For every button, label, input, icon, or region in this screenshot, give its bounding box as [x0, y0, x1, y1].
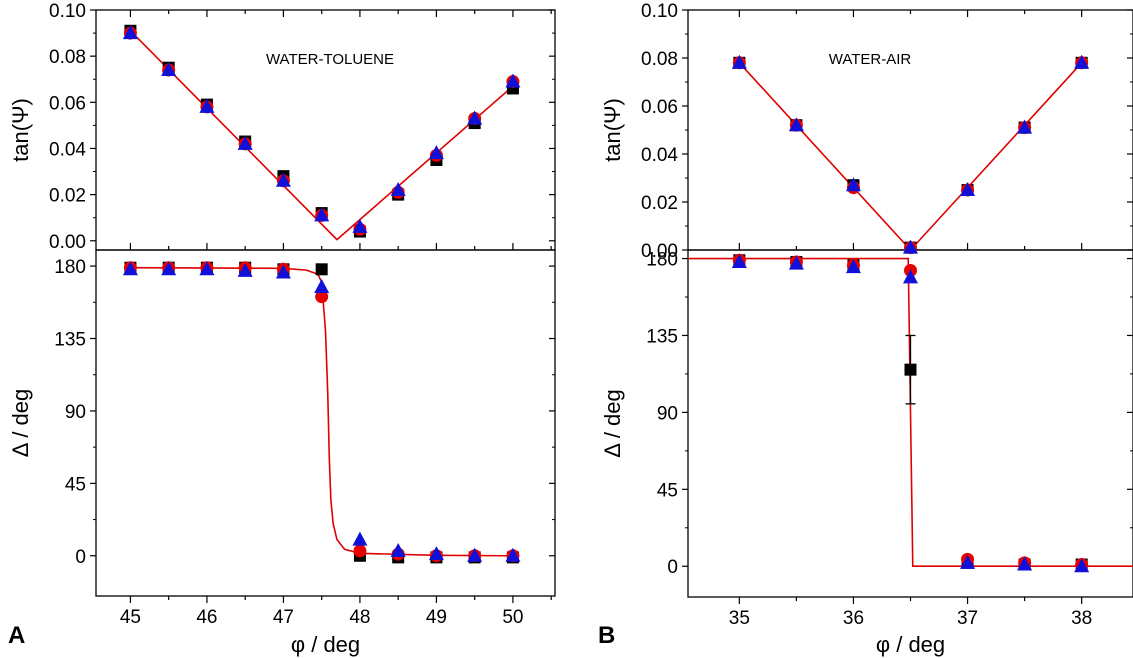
x-tick-label: 47 [273, 607, 294, 628]
data-point-bottom-triangle [390, 542, 406, 557]
data-point-top-triangle [199, 98, 215, 113]
y-top-tick-label: 0.10 [49, 1, 86, 22]
data-point-bottom-triangle [903, 269, 918, 284]
bottom-plot-frame [95, 249, 556, 597]
y-bottom-tick-label: 45 [65, 474, 86, 495]
panel-letter: B [598, 622, 615, 649]
y-top-tick-label: 0.06 [641, 97, 678, 118]
y-top-tick-label: 0.10 [641, 1, 678, 22]
data-point-bottom-triangle [275, 264, 291, 279]
data-point-top-triangle [122, 25, 138, 40]
fit-line-bottom [688, 257, 1133, 568]
y-bottom-tick-label: 135 [54, 330, 86, 351]
data-point-bottom-triangle [428, 546, 444, 561]
fit-line-top [738, 62, 1083, 252]
data-point-top-triangle [788, 117, 804, 132]
data-point-bottom-triangle [314, 279, 330, 294]
y-bottom-tick-label: 45 [657, 480, 678, 501]
y-bottom-tick-label: 0 [75, 547, 86, 568]
data-point-top-triangle [428, 145, 444, 160]
y-axis-label-top: tan(Ψ) [600, 98, 625, 162]
data-point-bottom-triangle [505, 547, 521, 562]
data-point-top-triangle [960, 182, 976, 196]
data-point-bottom-triangle [467, 547, 483, 562]
data-point-bottom-triangle [161, 261, 177, 276]
y-bottom-tick-label: 0 [667, 557, 678, 578]
x-axis-label: φ / deg [876, 632, 945, 657]
data-point-top-triangle [161, 62, 177, 76]
data-point-top-triangle [390, 182, 406, 196]
x-axis-label: φ / deg [291, 632, 360, 657]
data-point-bottom-triangle [237, 262, 253, 277]
y-top-tick-label: 0.02 [49, 186, 86, 207]
data-point-top-triangle [467, 110, 483, 125]
data-point-bottom-circle [315, 290, 329, 304]
data-point-bottom-triangle [788, 255, 804, 270]
data-point-bottom-circle [353, 544, 367, 558]
data-point-top-triangle [1074, 54, 1090, 69]
x-tick-label: 49 [426, 607, 447, 628]
chart-annotation: WATER-TOLUENE [266, 51, 394, 68]
data-point-top-triangle [505, 73, 521, 88]
data-point-bottom-triangle [731, 253, 747, 268]
panel-a: 45 46 47 48 49 50 0.00 0.02 0.04 0.06 0.08 0.10 0 45 9… [8, 1, 556, 657]
data-point-top-triangle [1017, 119, 1033, 134]
chart-annotation: WATER-AIR [829, 51, 912, 68]
x-tick-label: 48 [349, 607, 370, 628]
fit-line-top [129, 30, 514, 241]
data-point-bottom-triangle [960, 554, 976, 569]
x-tick-label: 38 [1071, 608, 1092, 629]
data-point-top-triangle [352, 218, 368, 233]
data-point-bottom-triangle [199, 261, 215, 276]
y-axis-label-bottom: Δ / deg [8, 389, 33, 458]
y-bottom-tick-label: 90 [65, 402, 86, 423]
y-bottom-tick-label: 90 [657, 403, 678, 424]
y-top-tick-label: 0.02 [641, 193, 678, 214]
data-point-bottom-triangle [1017, 556, 1033, 571]
x-tick-label: 35 [729, 608, 750, 629]
y-bottom-tick-label: 180 [54, 257, 86, 278]
data-point-top-triangle [845, 177, 861, 192]
panel-letter: A [8, 622, 25, 649]
y-bottom-tick-label: 135 [646, 326, 678, 347]
x-tick-label: 46 [196, 607, 217, 628]
data-point-bottom-square [315, 263, 328, 276]
y-axis-label-bottom: Δ / deg [600, 389, 625, 458]
data-point-top-triangle [314, 207, 330, 222]
data-point-top-triangle [237, 135, 253, 150]
y-top-tick-label: 0.00 [49, 232, 86, 253]
data-point-bottom-triangle [845, 259, 861, 274]
data-point-top-triangle [731, 54, 747, 69]
y-top-tick-label: 0.04 [49, 139, 86, 160]
data-point-top-triangle [903, 239, 918, 254]
data-point-bottom-triangle [122, 261, 138, 276]
x-tick-label: 50 [502, 607, 523, 628]
data-point-top-triangle [275, 172, 291, 187]
fit-line-bottom [130, 266, 513, 557]
y-bottom-tick-label: 180 [646, 250, 678, 271]
panel-b: 35 36 37 38 0.00 0.02 0.04 0.06 0.08 0.10 0 45 90 135… [598, 1, 1133, 657]
data-point-bottom-triangle [1074, 558, 1090, 573]
y-top-tick-label: 0.04 [641, 145, 678, 166]
data-point-bottom-triangle [352, 531, 368, 546]
y-axis-label-top: tan(Ψ) [8, 98, 33, 162]
x-tick-label: 45 [120, 607, 141, 628]
y-top-tick-label: 0.00 [641, 241, 678, 262]
top-plot-frame [687, 9, 1133, 251]
x-tick-label: 37 [957, 608, 978, 629]
data-point-bottom-square [904, 363, 917, 376]
y-top-tick-label: 0.08 [49, 47, 86, 68]
y-top-tick-label: 0.06 [49, 93, 86, 114]
x-tick-label: 36 [843, 608, 864, 629]
y-top-tick-label: 0.08 [641, 49, 678, 70]
